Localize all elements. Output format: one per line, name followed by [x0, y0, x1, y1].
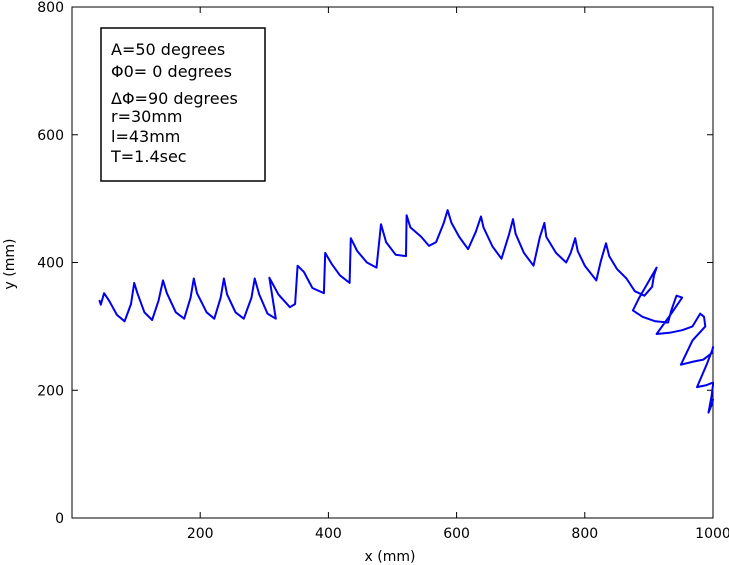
x-tick-label: 1000: [695, 526, 729, 542]
x-tick-label: 400: [315, 526, 342, 542]
axis-ticks: 200 400 600 800 1000 0 200 400 600 800: [37, 0, 729, 542]
annotation-line: T=1.4sec: [110, 147, 187, 166]
y-tick-label: 400: [37, 256, 64, 272]
y-axis-label: y (mm): [2, 239, 18, 290]
y-tick-label: 600: [37, 128, 64, 144]
data-layer: [98, 209, 714, 414]
x-axis-label: x (mm): [365, 549, 416, 565]
annotation-line: A=50 degrees: [111, 40, 225, 59]
y-tick-label: 800: [37, 0, 64, 16]
x-tick-label: 200: [187, 526, 214, 542]
x-tick-label: 800: [571, 526, 598, 542]
annotation-line: r=30mm: [111, 107, 183, 126]
annotation-line: ΔΦ=90 degrees: [111, 89, 238, 108]
annotation-line: l=43mm: [111, 127, 180, 146]
series-line: [98, 209, 714, 414]
annotation-frame: [100, 27, 266, 182]
y-tick-label: 0: [55, 511, 64, 527]
annotation-box: A=50 degrees Φ0= 0 degrees ΔΦ=90 degrees…: [100, 27, 266, 182]
annotation-line: Φ0= 0 degrees: [111, 62, 232, 81]
x-tick-label: 600: [443, 526, 470, 542]
y-tick-label: 200: [37, 383, 64, 399]
